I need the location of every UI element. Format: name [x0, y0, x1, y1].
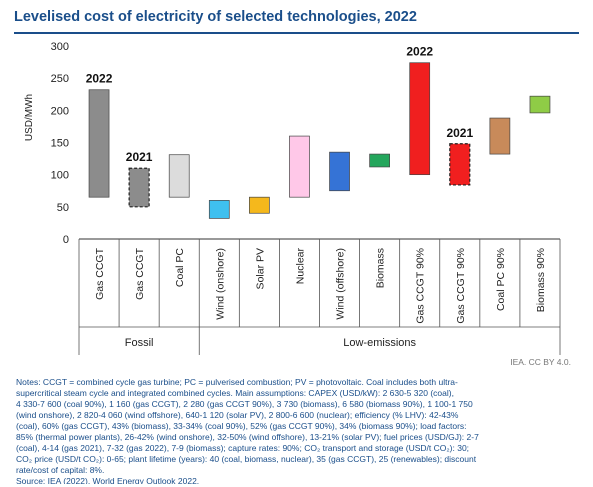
category-label: Gas CCGT 90%: [415, 248, 427, 324]
lcoe-chart: 0 50 100 150 200 250 300 USD/MWh 2022 Gas CCGT 202…: [24, 41, 561, 355]
notes-line: 4 330-7 600 (coal 90%), 1 160 (gas CCGT)…: [16, 399, 473, 409]
bar-gas-ccgt: [128, 167, 150, 208]
y-tick-label: 100: [51, 170, 69, 182]
y-axis-label: USD/MWh: [24, 94, 35, 141]
bar-nuclear: [289, 135, 310, 198]
title-rule: [14, 32, 579, 34]
category-label: Biomass: [375, 248, 387, 288]
notes-line: 85% (thermal power plants), 26-42% (wind…: [16, 432, 479, 442]
bar-gas-ccgt: [88, 89, 110, 198]
notes-line: Source: IEA (2022), World Energy Outlook…: [16, 476, 200, 484]
y-tick-label: 0: [63, 234, 69, 246]
notes-line: Notes: CCGT = combined cycle gas turbine…: [16, 377, 458, 387]
category-label: Solar PV: [254, 248, 266, 289]
bar-wind-offshore-: [329, 151, 350, 192]
bar-annotation: 2021: [446, 126, 473, 140]
category-label: Gas CCGT: [134, 247, 146, 300]
y-tick-label: 200: [51, 105, 69, 117]
bar-annotation: 2022: [86, 72, 113, 86]
category-label: Gas CCGT: [94, 247, 106, 300]
chart-title: Levelised cost of electricity of selecte…: [14, 9, 417, 25]
bar-wind-onshore-: [208, 200, 230, 219]
notes-line: CO₂ price (USD/t CO₂): 0-65; plant lifet…: [16, 454, 477, 464]
group-label: Fossil: [125, 337, 154, 349]
category-label: Nuclear: [294, 248, 306, 285]
source-credit: IEA. CC BY 4.0.: [510, 357, 571, 367]
bar-biomass: [369, 153, 390, 168]
y-tick-label: 50: [57, 202, 69, 214]
category-label: Wind (offshore): [335, 248, 347, 320]
y-tick-label: 150: [51, 138, 69, 150]
chart-notes: Notes: CCGT = combined cycle gas turbine…: [16, 377, 576, 484]
bar-biomass-90-: [529, 95, 551, 114]
notes-line: (coal), 60% (gas CCGT), 43% (biomass), 3…: [16, 421, 467, 431]
bar-annotation: 2021: [126, 150, 153, 164]
notes-line: (wind onshore), 2 820-4 060 (wind offsho…: [16, 410, 459, 420]
notes-line: rate/cost of capital: 8%.: [16, 465, 105, 475]
y-tick-label: 300: [51, 41, 69, 53]
bar-annotation: 2022: [406, 45, 433, 59]
notes-line: (coal), 4-14 (gas 2021), 7-32 (gas 2022)…: [16, 443, 470, 453]
bar-coal-pc-90-: [489, 117, 511, 155]
notes-line: supercritical steam cycle and integrated…: [16, 388, 454, 398]
category-label: Wind (onshore): [214, 248, 226, 320]
category-label: Gas CCGT 90%: [455, 248, 467, 324]
bar-coal-pc: [168, 154, 190, 198]
category-label: Biomass 90%: [535, 248, 547, 312]
bar-gas-ccgt-90-: [409, 62, 431, 176]
group-label: Low-emissions: [343, 337, 416, 349]
category-label: Coal PC: [174, 248, 186, 288]
category-label: Coal PC 90%: [495, 248, 507, 311]
y-tick-label: 250: [51, 73, 69, 85]
bar-solar-pv: [249, 196, 270, 214]
bar-gas-ccgt-90-: [449, 143, 471, 186]
